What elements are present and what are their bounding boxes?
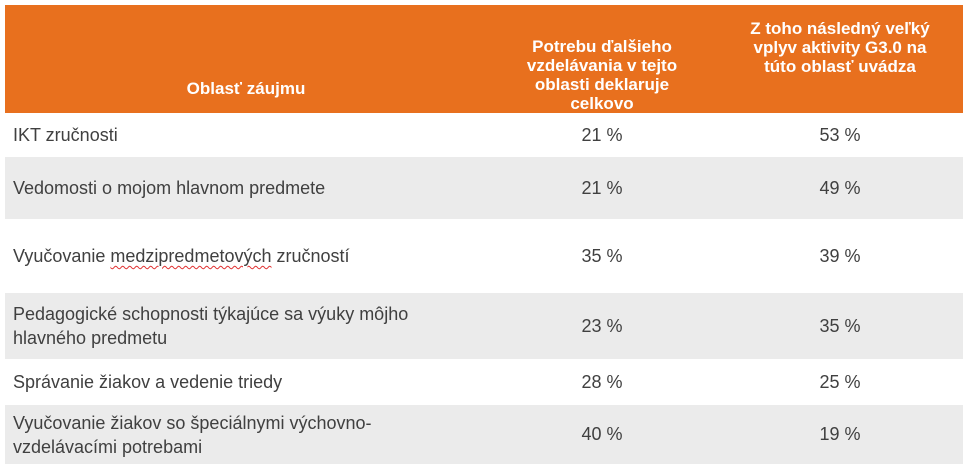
header-declared: Potrebu ďalšieho vzdelávania v tejto obl… bbox=[487, 5, 717, 114]
row-impact: 49 % bbox=[717, 155, 963, 220]
row-area: Pedagogické schopnosti týkajúce sa výuky… bbox=[5, 291, 487, 360]
row-declared: 40 % bbox=[487, 403, 717, 464]
row-impact: 53 % bbox=[717, 113, 963, 156]
table-row: Vedomosti o mojom hlavnom predmete 21 % … bbox=[5, 155, 963, 220]
row-impact: 35 % bbox=[717, 291, 963, 360]
row-declared: 35 % bbox=[487, 219, 717, 292]
row-impact: 25 % bbox=[717, 359, 963, 404]
header-impact: Z toho následný veľký vplyv aktivity G3.… bbox=[717, 5, 963, 114]
row-declared: 21 % bbox=[487, 155, 717, 220]
header-row: Oblasť záujmu Potrebu ďalšieho vzdelávan… bbox=[5, 5, 963, 114]
table-row: Vyučovanie medzipredmetových zručností 3… bbox=[5, 219, 963, 292]
header-area-label: Oblasť záujmu bbox=[186, 78, 306, 98]
header-impact-label: Z toho následný veľký vplyv aktivity G3.… bbox=[750, 19, 930, 76]
row-area: Správanie žiakov a vedenie triedy bbox=[5, 359, 487, 404]
table-row: Vyučovanie žiakov so špeciálnymi výchovn… bbox=[5, 403, 963, 464]
header-declared-label: Potrebu ďalšieho vzdelávania v tejto obl… bbox=[526, 37, 678, 113]
table-row: Pedagogické schopnosti týkajúce sa výuky… bbox=[5, 291, 963, 360]
row-declared: 28 % bbox=[487, 359, 717, 404]
results-table-container: Oblasť záujmu Potrebu ďalšieho vzdelávan… bbox=[5, 5, 963, 464]
row-declared: 23 % bbox=[487, 291, 717, 360]
row-declared: 21 % bbox=[487, 113, 717, 156]
row-area: IKT zručnosti bbox=[5, 113, 487, 156]
table-row: IKT zručnosti 21 % 53 % bbox=[5, 113, 963, 156]
row-area: Vyučovanie žiakov so špeciálnymi výchovn… bbox=[5, 403, 487, 464]
table-row: Správanie žiakov a vedenie triedy 28 % 2… bbox=[5, 359, 963, 404]
row-impact: 39 % bbox=[717, 219, 963, 292]
header-area: Oblasť záujmu bbox=[5, 5, 487, 114]
row-area: Vedomosti o mojom hlavnom predmete bbox=[5, 155, 487, 220]
row-area: Vyučovanie medzipredmetových zručností bbox=[5, 219, 487, 292]
results-table: Oblasť záujmu Potrebu ďalšieho vzdelávan… bbox=[5, 5, 963, 464]
spellcheck-marked-word: medzipredmetových bbox=[110, 246, 272, 266]
row-impact: 19 % bbox=[717, 403, 963, 464]
